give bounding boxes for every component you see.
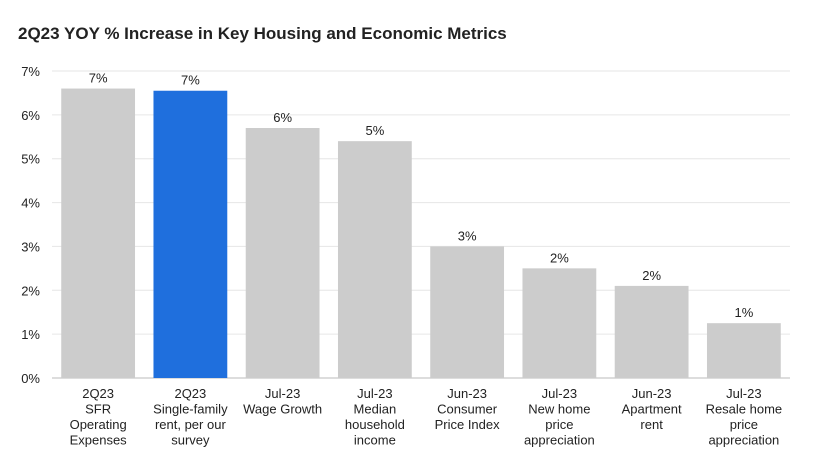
bars (61, 88, 781, 379)
y-tick-label: 3% (21, 239, 40, 254)
y-tick-label: 6% (21, 108, 40, 123)
y-tick-label: 2% (21, 283, 40, 298)
x-tick-label: 2Q23 Single-family rent, per our survey (153, 386, 228, 448)
bar (430, 246, 505, 378)
data-label: 7% (181, 73, 200, 88)
data-label: 1% (734, 305, 753, 320)
x-tick-label: 2Q23 SFR Operating Expenses (70, 386, 128, 448)
data-labels: 7% 7% 6% 5% 3% 2% 2% 1% (89, 71, 754, 321)
y-tick-label: 7% (21, 64, 40, 79)
x-tick-label: Jun-23 Consumer Price Index (435, 386, 501, 432)
y-tick-label: 4% (21, 196, 40, 211)
bar (522, 268, 597, 378)
y-tick-label: 0% (21, 371, 40, 386)
data-label: 5% (365, 123, 384, 138)
x-tick-label: Jul-23 Resale home price appreciation (706, 386, 783, 448)
x-tick-label: Jul-23 New home price appreciation (524, 386, 595, 448)
bar (614, 285, 689, 378)
y-axis-ticks: 0% 1% 2% 3% 4% 5% 6% 7% (21, 64, 40, 386)
bar (245, 128, 320, 378)
data-label: 2% (550, 250, 569, 265)
bar (61, 88, 136, 379)
data-label: 7% (89, 71, 108, 86)
data-label: 3% (458, 228, 477, 243)
y-tick-label: 1% (21, 327, 40, 342)
x-tick-label: Jul-23 Wage Growth (243, 386, 322, 417)
chart-title: 2Q23 YOY % Increase in Key Housing and E… (18, 24, 507, 43)
bar (337, 141, 412, 378)
bar (153, 90, 228, 378)
x-tick-label: Jul-23 Median household income (345, 386, 405, 448)
data-label: 6% (273, 110, 292, 125)
y-tick-label: 5% (21, 152, 40, 167)
data-label: 2% (642, 268, 661, 283)
bar (706, 323, 781, 378)
x-axis-labels: 2Q23 SFR Operating Expenses 2Q23 Single-famil… (70, 386, 783, 448)
x-tick-label: Jun-23 Apartment rent (622, 386, 682, 432)
